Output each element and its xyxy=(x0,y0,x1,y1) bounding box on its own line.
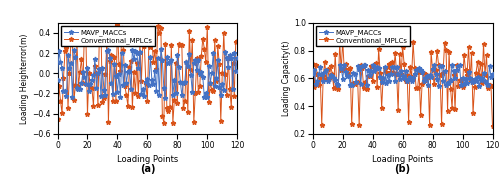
Conventional_MPLCs xyxy=(96,31,102,33)
Line: MAVP_MACCs: MAVP_MACCs xyxy=(55,46,240,101)
X-axis label: Loading Points: Loading Points xyxy=(117,155,178,164)
Conventional_MPLCs xyxy=(432,69,438,71)
Conventional_MPLCs xyxy=(132,92,138,94)
MAVP_MACCs xyxy=(388,73,394,75)
MAVP_MACCs xyxy=(328,74,334,76)
MAVP_MACCs xyxy=(179,94,185,96)
X-axis label: Loading Points: Loading Points xyxy=(372,155,433,164)
Conventional_MPLCs xyxy=(179,44,185,46)
MAVP_MACCs xyxy=(54,78,60,81)
Line: Conventional_MPLCs: Conventional_MPLCs xyxy=(310,39,495,129)
Conventional_MPLCs xyxy=(310,63,316,65)
Y-axis label: Loading Heighterror(m): Loading Heighterror(m) xyxy=(20,33,30,124)
MAVP_MACCs xyxy=(362,64,368,66)
MAVP_MACCs xyxy=(480,72,486,74)
MAVP_MACCs xyxy=(424,75,430,77)
Legend: MAVP_MACCs, Conventional_MPLCs: MAVP_MACCs, Conventional_MPLCs xyxy=(61,26,155,46)
MAVP_MACCs xyxy=(72,55,78,58)
MAVP_MACCs xyxy=(490,73,496,75)
MAVP_MACCs xyxy=(352,73,358,75)
MAVP_MACCs xyxy=(162,97,168,99)
MAVP_MACCs xyxy=(310,73,316,75)
Conventional_MPLCs xyxy=(388,71,394,73)
MAVP_MACCs xyxy=(158,48,164,50)
Conventional_MPLCs xyxy=(340,40,345,42)
Line: MAVP_MACCs: MAVP_MACCs xyxy=(310,62,495,88)
MAVP_MACCs xyxy=(432,73,438,75)
Conventional_MPLCs xyxy=(170,122,176,124)
MAVP_MACCs xyxy=(476,85,482,87)
Y-axis label: Loading Capacity(t): Loading Capacity(t) xyxy=(282,41,291,116)
Conventional_MPLCs xyxy=(490,125,496,127)
Conventional_MPLCs xyxy=(54,118,60,120)
Conventional_MPLCs xyxy=(72,84,78,86)
Conventional_MPLCs xyxy=(353,81,359,83)
Title: (b): (b) xyxy=(394,164,410,174)
MAVP_MACCs xyxy=(234,57,240,59)
Conventional_MPLCs xyxy=(424,73,430,76)
MAVP_MACCs xyxy=(131,58,137,61)
Legend: MAVP_MACCs, Conventional_MPLCs: MAVP_MACCs, Conventional_MPLCs xyxy=(316,26,410,46)
MAVP_MACCs xyxy=(170,94,176,96)
Conventional_MPLCs xyxy=(328,65,334,67)
Line: Conventional_MPLCs: Conventional_MPLCs xyxy=(55,23,240,125)
Conventional_MPLCs xyxy=(479,82,485,84)
Conventional_MPLCs xyxy=(234,40,240,42)
Conventional_MPLCs xyxy=(226,56,232,59)
MAVP_MACCs xyxy=(96,68,102,70)
Conventional_MPLCs xyxy=(114,24,120,26)
Conventional_MPLCs xyxy=(161,122,167,124)
MAVP_MACCs xyxy=(226,65,232,68)
Title: (a): (a) xyxy=(140,164,155,174)
